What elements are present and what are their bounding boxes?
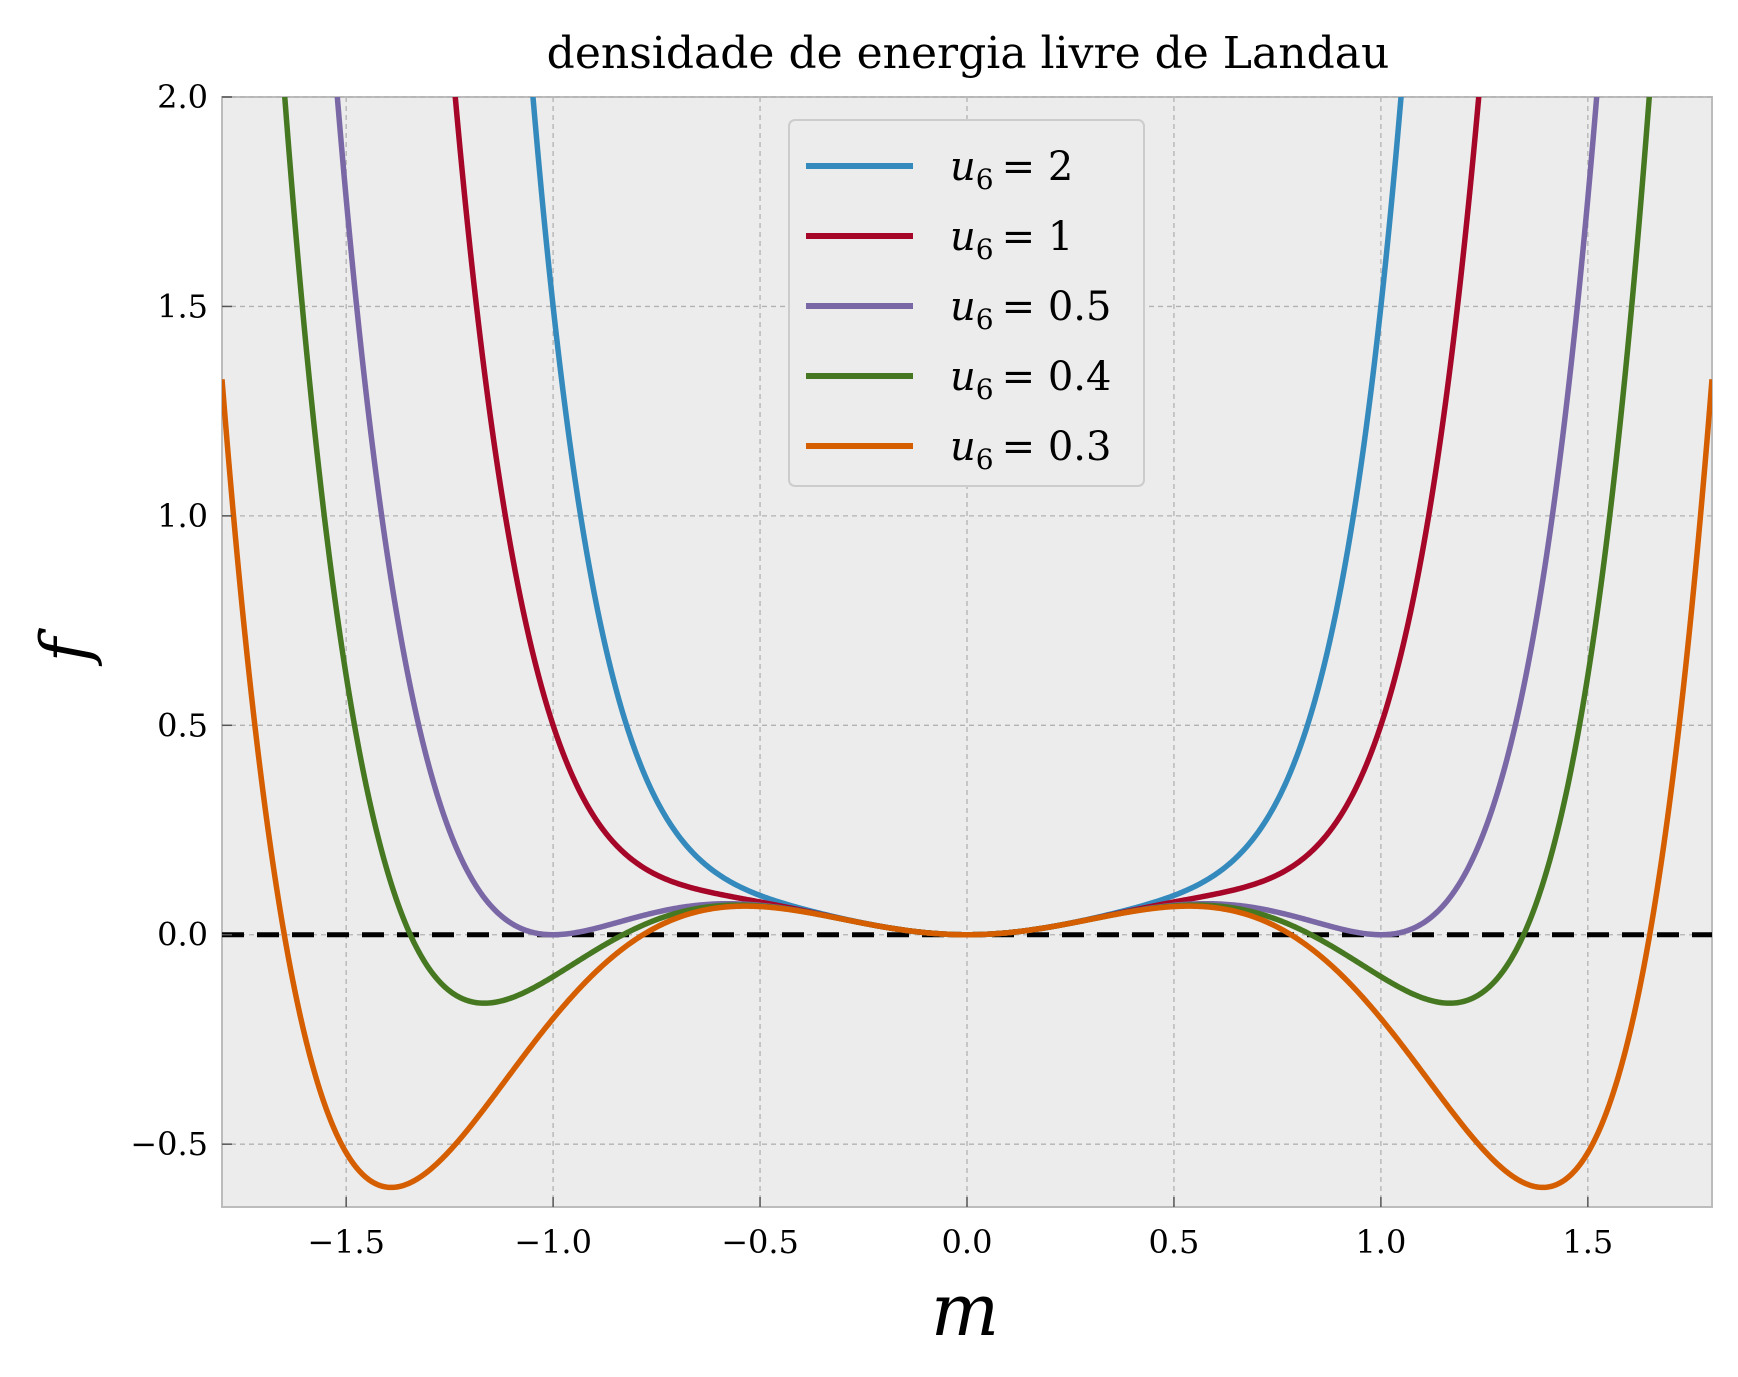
legend-frame [788,119,1145,487]
legend-label: u6 = 0.3 [950,424,1111,476]
legend: u6 = 2 u6 = 1 u6 = 0.5 u6 = 0.4 u6 = 0.3 [788,119,1145,487]
y-tick-label: 1.0 [157,497,208,535]
legend-label: u6 = 2 [950,144,1073,196]
y-tick-label: 1.5 [157,287,208,325]
y-tick-label: 0.0 [157,916,208,954]
y-tick-label: 0.5 [157,706,208,744]
y-tick-label: −0.5 [130,1125,208,1163]
series-lines [222,97,1712,1191]
x-tick-label: −1.5 [307,1223,385,1261]
x-tick-label: −1.0 [514,1223,592,1261]
legend-label: u6 = 1 [950,214,1073,266]
axis-ticks: −1.5 −1.0 −0.5 0.0 0.5 1.0 1.5 −0.5 0.0 0.5 1.0 1.5… [130,78,1613,1261]
x-tick-label: 0.0 [942,1223,993,1261]
x-tick-label: 0.5 [1148,1223,1199,1261]
series-line [222,379,1712,1191]
y-tick-label: 2.0 [157,78,208,116]
x-tick-label: −0.5 [721,1223,799,1261]
legend-items: u6 = 2 u6 = 1 u6 = 0.5 u6 = 0.4 u6 = 0.3 [806,144,1111,476]
x-tick-label: 1.5 [1562,1223,1613,1261]
chart-title: densidade de energia livre de Landau [547,28,1390,79]
y-axis-label: f [27,627,104,667]
x-axis-label: m [931,1268,999,1352]
x-tick-label: 1.0 [1355,1223,1406,1261]
legend-label: u6 = 0.4 [950,354,1111,406]
legend-label: u6 = 0.5 [950,284,1111,336]
